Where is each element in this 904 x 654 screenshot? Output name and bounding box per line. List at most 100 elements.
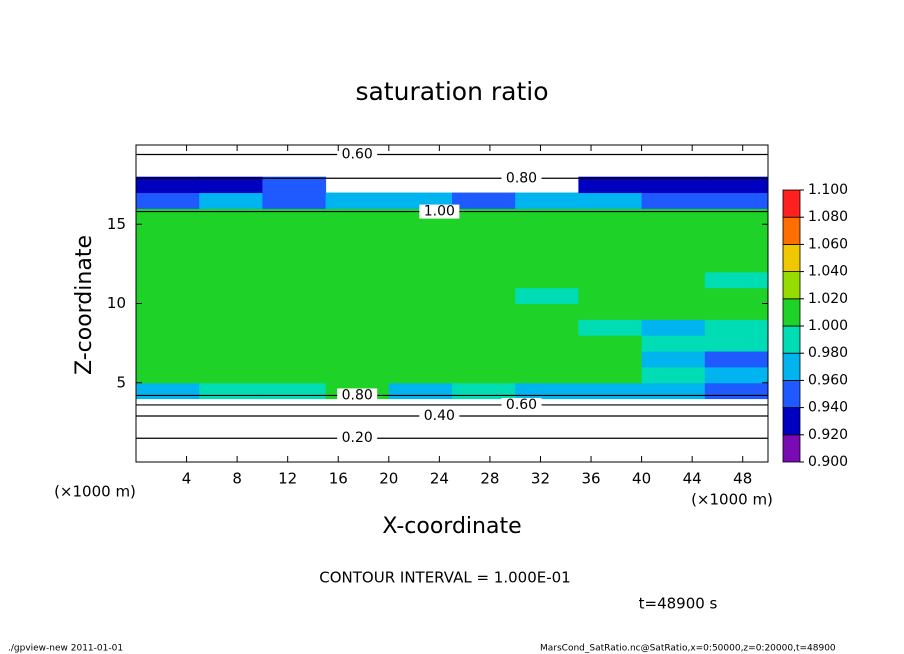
- field-cell: [136, 176, 200, 194]
- field-cell: [641, 382, 706, 400]
- contour-label: 1.00: [424, 204, 455, 220]
- contour-label-bg: [501, 397, 542, 412]
- colorbar-swatch: [782, 379, 801, 408]
- colorbar-label: 0.920: [808, 427, 848, 443]
- field-cell: [388, 303, 453, 320]
- x-axis-label: X-coordinate: [382, 514, 521, 539]
- field-cell: [452, 224, 516, 241]
- colorbar-swatch: [782, 271, 801, 300]
- y-axis-label: Z-coordinate: [72, 235, 97, 375]
- field-cell: [262, 335, 327, 352]
- colorbar-swatch: [782, 243, 801, 272]
- field-cell: [578, 255, 643, 273]
- field-cell: [262, 192, 327, 209]
- field-cell: [199, 271, 263, 289]
- field-cell: [704, 303, 769, 320]
- field-cell: [452, 366, 516, 384]
- footer-left: ./gpview-new 2011-01-01: [8, 644, 123, 654]
- contour-label: 0.60: [506, 397, 537, 413]
- field-cell: [388, 224, 453, 241]
- field-cell: [641, 335, 706, 352]
- field-cell: [262, 271, 327, 289]
- colorbar-label: 0.900: [808, 454, 848, 470]
- colorbar-swatch: [782, 325, 801, 354]
- field-cell: [136, 382, 200, 400]
- contour-label-bg: [419, 204, 460, 219]
- field-cell: [388, 240, 453, 257]
- field-cell: [704, 240, 769, 257]
- field-cell: [136, 224, 200, 241]
- field-cell: [641, 287, 706, 304]
- field-cell: [515, 255, 579, 273]
- contour-label-bg: [501, 171, 542, 186]
- colorbar-label: 0.940: [808, 400, 848, 416]
- field-cell: [136, 208, 200, 225]
- field-cell: [578, 176, 643, 194]
- field-cell: [515, 271, 579, 289]
- x-tick-label: 8: [232, 470, 242, 488]
- colorbar-swatch: [782, 189, 801, 218]
- field-cell: [578, 382, 643, 400]
- field-cell: [515, 351, 579, 368]
- field-cell: [199, 240, 263, 257]
- field-cell: [515, 303, 579, 320]
- field-cell: [199, 351, 263, 368]
- x-tick-label: 36: [581, 470, 600, 488]
- footer-right: MarsCond_SatRatio.nc@SatRatio,x=0:50000,…: [540, 644, 836, 654]
- contour-label-bg: [419, 409, 460, 424]
- x-tick-label: 24: [430, 470, 449, 488]
- field-cell: [641, 224, 706, 241]
- field-cell: [388, 319, 453, 336]
- field-cell: [641, 176, 706, 194]
- field-cell: [704, 224, 769, 241]
- y-unit: (×1000 m): [54, 483, 136, 501]
- x-tick-label: 40: [632, 470, 651, 488]
- field-cell: [515, 208, 579, 225]
- field-cell: [199, 382, 263, 400]
- colorbar-label: 1.040: [808, 264, 848, 280]
- x-tick-label: 48: [733, 470, 752, 488]
- contour-label-bg: [337, 147, 378, 162]
- field-cell: [578, 192, 643, 209]
- colorbar-label: 1.080: [808, 209, 848, 225]
- colorbar-label: 1.000: [808, 318, 848, 334]
- field-cell: [704, 192, 769, 209]
- field-cell: [262, 287, 327, 304]
- field-cell: [515, 192, 579, 209]
- colorbar-label: 0.960: [808, 372, 848, 388]
- field-cell: [136, 287, 200, 304]
- field-cell: [136, 366, 200, 384]
- field-cell: [452, 255, 516, 273]
- y-tick-label: 5: [116, 373, 126, 391]
- field-cell: [641, 255, 706, 273]
- field-cell: [325, 335, 390, 352]
- field-cell: [641, 366, 706, 384]
- field-cell: [578, 319, 643, 336]
- field-cell: [578, 224, 643, 241]
- field-cell: [136, 192, 200, 209]
- field-cell: [262, 240, 327, 257]
- contour-label: 0.60: [342, 147, 373, 163]
- field-cell: [452, 240, 516, 257]
- field-cell: [515, 240, 579, 257]
- x-tick-label: 28: [480, 470, 499, 488]
- contour-label-bg: [337, 431, 378, 446]
- chart-title: saturation ratio: [355, 77, 548, 106]
- field-cell: [452, 351, 516, 368]
- field-cell: [704, 287, 769, 304]
- field-cell: [325, 255, 390, 273]
- field-cell: [199, 335, 263, 352]
- field-cell: [641, 271, 706, 289]
- colorbar-swatch: [782, 352, 801, 381]
- field-cell: [199, 303, 263, 320]
- field-cell: [578, 287, 643, 304]
- colorbar-swatch: [782, 434, 801, 463]
- field-cell: [262, 224, 327, 241]
- field-cell: [452, 192, 516, 209]
- field-cell: [325, 287, 390, 304]
- y-tick-label: 10: [107, 294, 126, 312]
- field-cell: [704, 351, 769, 368]
- time-label: t=48900 s: [639, 595, 718, 613]
- field-cell: [704, 271, 769, 289]
- field-cell: [578, 366, 643, 384]
